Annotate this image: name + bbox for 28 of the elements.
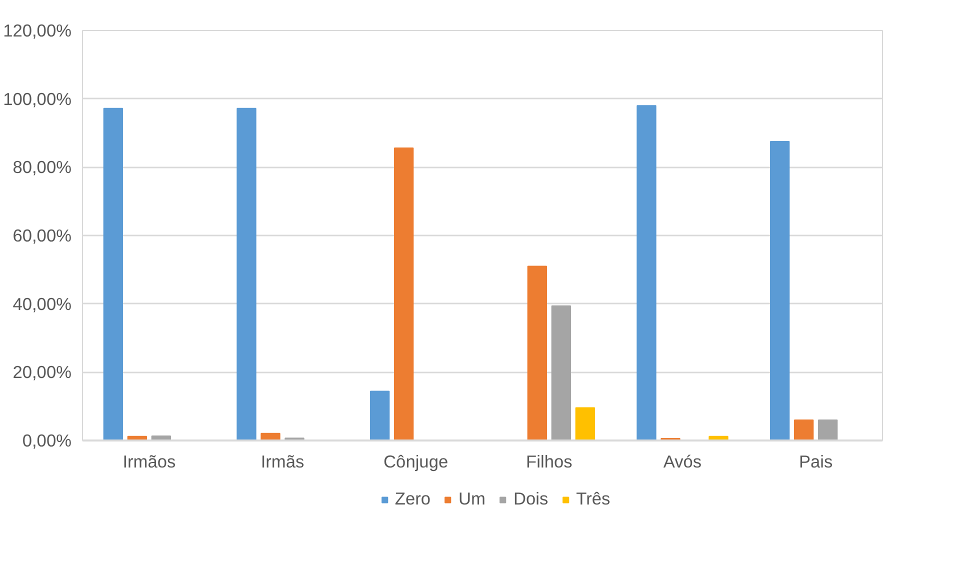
bar [770, 141, 790, 440]
bar [236, 108, 256, 440]
y-tick-label: 60,00% [12, 226, 72, 246]
x-tick-label: Irmãs [260, 452, 304, 472]
y-tick-label: 120,00% [3, 20, 72, 40]
bar [794, 420, 814, 440]
y-tick-label: 100,00% [3, 88, 72, 109]
bar [370, 390, 390, 440]
bar [551, 305, 571, 440]
bar [103, 108, 123, 440]
bar [394, 148, 414, 440]
legend-label: Um [458, 488, 486, 510]
y-tick-label: 80,00% [12, 157, 72, 178]
y-tick-label: 0,00% [22, 430, 72, 450]
legend-label: Três [576, 488, 610, 510]
legend-label: Dois [513, 488, 548, 510]
bar [527, 266, 547, 440]
y-tick-label: 20,00% [12, 362, 72, 382]
y-tick-label: 40,00% [12, 294, 72, 314]
bar [575, 407, 595, 440]
x-tick-label: Irmãos [122, 452, 176, 472]
bar [818, 420, 838, 440]
x-tick-label: Pais [798, 452, 834, 472]
legend-label: Zero [394, 488, 430, 510]
bar [636, 105, 656, 440]
x-tick-label: Filhos [526, 452, 573, 472]
x-tick-label: Avós [663, 452, 702, 472]
x-tick-label: Cônjuge [384, 452, 448, 472]
